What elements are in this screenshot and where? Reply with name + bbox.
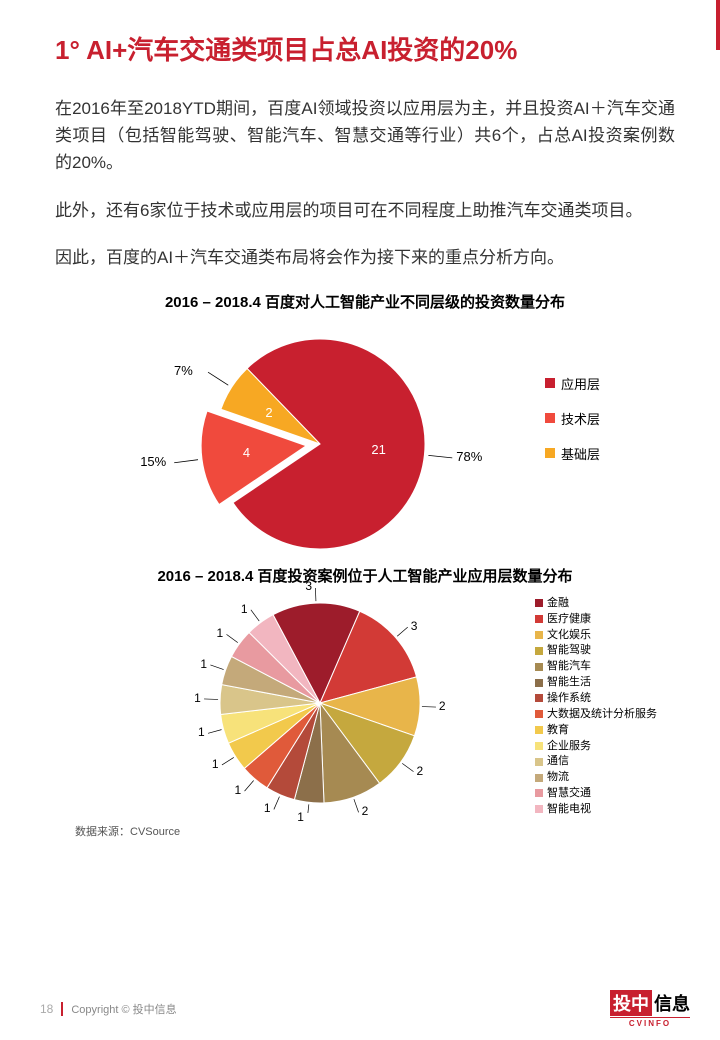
legend-swatch bbox=[535, 710, 543, 718]
legend-swatch bbox=[535, 631, 543, 639]
legend-label: 通信 bbox=[547, 754, 569, 769]
slice-value-企业服务: 1 bbox=[198, 725, 205, 739]
logo-black-part: 信息 bbox=[654, 990, 690, 1016]
legend-swatch bbox=[535, 789, 543, 797]
slice-value-技术层: 4 bbox=[243, 445, 250, 460]
page-footer: 18 Copyright © 投中信息 投中信息 CVINFO bbox=[0, 990, 720, 1028]
chart1-pie: 21 4 2 78% 15% 7% 应用层技术层基础层 bbox=[55, 314, 675, 559]
page-title: 1° AI+汽车交通类项目占总AI投资的20% bbox=[55, 30, 675, 67]
legend-label: 医疗健康 bbox=[547, 612, 591, 627]
slice-value-通信: 1 bbox=[194, 691, 201, 705]
legend-label: 智能汽车 bbox=[547, 659, 591, 674]
logo-red-part: 投中 bbox=[610, 990, 652, 1016]
legend-item-智能驾驶: 智能驾驶 bbox=[535, 643, 657, 658]
slice-value-智能生活: 1 bbox=[297, 810, 304, 824]
slice-value-智能电视: 1 bbox=[241, 602, 248, 616]
slice-value-物流: 1 bbox=[200, 657, 207, 671]
slice-value-智能驾驶: 2 bbox=[417, 764, 424, 778]
slice-value-智慧交通: 1 bbox=[216, 626, 223, 640]
page-number: 18 bbox=[40, 1002, 53, 1016]
legend-swatch bbox=[535, 694, 543, 702]
legend-swatch bbox=[545, 413, 555, 423]
footer-divider bbox=[61, 1002, 63, 1016]
slice-value-文化娱乐: 2 bbox=[439, 699, 446, 713]
legend-item-物流: 物流 bbox=[535, 770, 657, 785]
paragraph-3: 因此，百度的AI＋汽车交通类布局将会作为接下来的重点分析方向。 bbox=[55, 244, 675, 271]
legend-item-智能电视: 智能电视 bbox=[535, 802, 657, 817]
slice-pct-基础层: 7% bbox=[174, 363, 193, 378]
legend-swatch bbox=[535, 647, 543, 655]
legend-label: 物流 bbox=[547, 770, 569, 785]
slice-value-智能汽车: 2 bbox=[362, 804, 369, 818]
legend-swatch bbox=[545, 378, 555, 388]
brand-logo: 投中信息 CVINFO bbox=[610, 990, 690, 1028]
paragraph-2: 此外，还有6家位于技术或应用层的项目可在不同程度上助推汽车交通类项目。 bbox=[55, 197, 675, 224]
legend-item-智慧交通: 智慧交通 bbox=[535, 786, 657, 801]
legend-label: 基础层 bbox=[561, 444, 600, 463]
legend-item-医疗健康: 医疗健康 bbox=[535, 612, 657, 627]
logo-subtitle: CVINFO bbox=[610, 1017, 690, 1028]
slice-value-基础层: 2 bbox=[265, 405, 272, 420]
legend-swatch bbox=[535, 599, 543, 607]
slice-pct-技术层: 15% bbox=[140, 454, 166, 469]
slice-value-应用层: 21 bbox=[371, 442, 385, 457]
chart1-title: 2016 – 2018.4 百度对人工智能产业不同层级的投资数量分布 bbox=[55, 291, 675, 312]
legend-label: 应用层 bbox=[561, 374, 600, 393]
slice-value-大数据及统计分析服务: 1 bbox=[235, 783, 242, 797]
slice-value-医疗健康: 3 bbox=[411, 619, 418, 633]
chart2-pie: 33222111111111金融医疗健康文化娱乐智能驾驶智能汽车智能生活操作系统… bbox=[55, 588, 675, 823]
chart2-title: 2016 – 2018.4 百度投资案例位于人工智能产业应用层数量分布 bbox=[55, 565, 675, 586]
slice-value-教育: 1 bbox=[212, 757, 219, 771]
data-source: 数据来源：CVSource bbox=[75, 823, 675, 839]
legend-swatch bbox=[545, 448, 555, 458]
legend-item-企业服务: 企业服务 bbox=[535, 739, 657, 754]
accent-bar bbox=[716, 0, 720, 50]
legend-item-应用层: 应用层 bbox=[545, 374, 600, 393]
legend-item-智能汽车: 智能汽车 bbox=[535, 659, 657, 674]
legend-label: 智能驾驶 bbox=[547, 643, 591, 658]
legend-label: 智慧交通 bbox=[547, 786, 591, 801]
chart2-legend: 金融医疗健康文化娱乐智能驾驶智能汽车智能生活操作系统大数据及统计分析服务教育企业… bbox=[535, 596, 657, 818]
legend-label: 大数据及统计分析服务 bbox=[547, 707, 657, 722]
legend-item-大数据及统计分析服务: 大数据及统计分析服务 bbox=[535, 707, 657, 722]
legend-label: 智能电视 bbox=[547, 802, 591, 817]
legend-label: 操作系统 bbox=[547, 691, 591, 706]
legend-swatch bbox=[535, 742, 543, 750]
legend-swatch bbox=[535, 726, 543, 734]
slice-value-操作系统: 1 bbox=[264, 801, 271, 815]
legend-item-文化娱乐: 文化娱乐 bbox=[535, 628, 657, 643]
legend-item-操作系统: 操作系统 bbox=[535, 691, 657, 706]
legend-item-技术层: 技术层 bbox=[545, 409, 600, 428]
legend-item-基础层: 基础层 bbox=[545, 444, 600, 463]
chart1-legend: 应用层技术层基础层 bbox=[545, 374, 600, 479]
paragraph-1: 在2016年至2018YTD期间，百度AI领域投资以应用层为主，并且投资AI＋汽… bbox=[55, 95, 675, 177]
legend-item-智能生活: 智能生活 bbox=[535, 675, 657, 690]
legend-swatch bbox=[535, 679, 543, 687]
legend-swatch bbox=[535, 758, 543, 766]
footer-left: 18 Copyright © 投中信息 bbox=[40, 1001, 177, 1017]
legend-swatch bbox=[535, 663, 543, 671]
logo-top: 投中信息 bbox=[610, 990, 690, 1016]
legend-item-教育: 教育 bbox=[535, 723, 657, 738]
legend-item-金融: 金融 bbox=[535, 596, 657, 611]
legend-swatch bbox=[535, 615, 543, 623]
legend-swatch bbox=[535, 805, 543, 813]
legend-label: 教育 bbox=[547, 723, 569, 738]
legend-item-通信: 通信 bbox=[535, 754, 657, 769]
legend-label: 智能生活 bbox=[547, 675, 591, 690]
page-content: 1° AI+汽车交通类项目占总AI投资的20% 在2016年至2018YTD期间… bbox=[0, 0, 720, 839]
legend-swatch bbox=[535, 774, 543, 782]
legend-label: 金融 bbox=[547, 596, 569, 611]
slice-pct-应用层: 78% bbox=[456, 449, 482, 464]
slice-value-金融: 3 bbox=[305, 579, 312, 593]
legend-label: 文化娱乐 bbox=[547, 628, 591, 643]
legend-label: 企业服务 bbox=[547, 739, 591, 754]
legend-label: 技术层 bbox=[561, 409, 600, 428]
copyright-text: Copyright © 投中信息 bbox=[71, 1001, 176, 1017]
